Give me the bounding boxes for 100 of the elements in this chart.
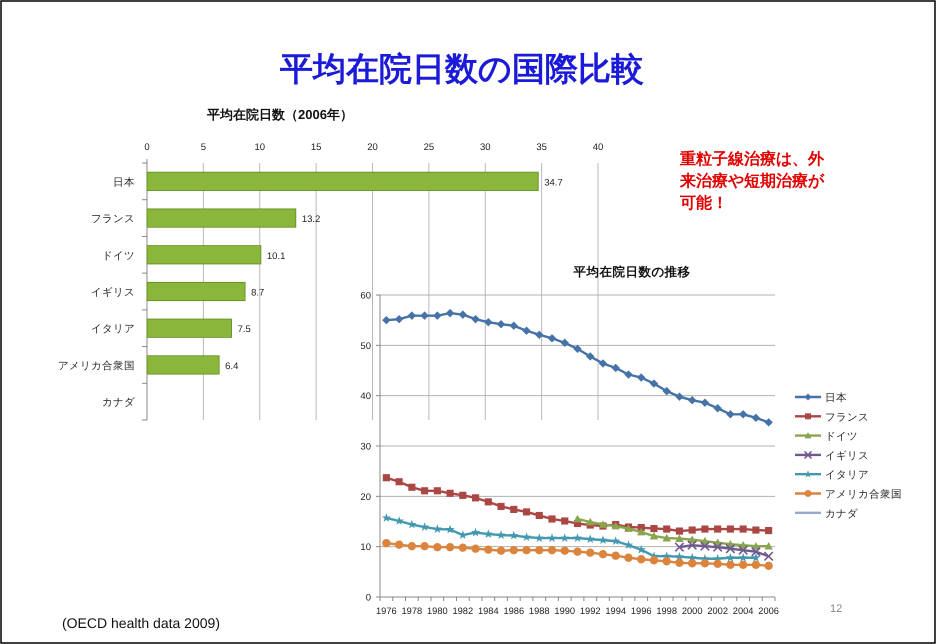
data-label: 6.4 <box>225 360 238 372</box>
bar <box>146 245 262 264</box>
point <box>662 534 671 542</box>
point <box>765 526 772 534</box>
point <box>675 558 684 567</box>
point <box>484 318 493 326</box>
x-tick-label: 1996 <box>630 606 652 616</box>
point <box>572 533 582 542</box>
point <box>611 536 620 546</box>
x-tick-label: 1978 <box>402 606 422 616</box>
point <box>650 379 658 388</box>
point <box>662 557 671 566</box>
point <box>484 498 492 506</box>
bar <box>146 282 246 302</box>
x-tick-label: 40 <box>592 142 604 153</box>
point <box>420 311 429 320</box>
bar <box>146 172 539 191</box>
y-tick-label: 30 <box>360 442 371 452</box>
point <box>752 526 760 534</box>
point <box>394 540 404 549</box>
point <box>738 410 748 418</box>
point <box>663 525 670 533</box>
point <box>675 392 684 401</box>
point <box>687 540 698 550</box>
y-tick-label: アメリカ合衆国 <box>58 358 135 372</box>
point <box>650 532 658 540</box>
point <box>522 546 531 554</box>
point <box>598 535 608 544</box>
point <box>496 320 506 328</box>
point <box>446 308 454 318</box>
x-tick-label: 1988 <box>528 606 550 616</box>
x-tick-label: 1980 <box>426 606 448 616</box>
point <box>446 542 454 552</box>
point <box>394 314 404 324</box>
y-tick-label: フランス <box>91 213 135 226</box>
data-label: 34.7 <box>544 177 563 188</box>
x-tick-label: 30 <box>480 142 491 153</box>
point <box>510 546 518 554</box>
x-tick-label: 2002 <box>707 606 728 616</box>
point <box>713 404 722 412</box>
point <box>420 542 429 550</box>
bar <box>146 318 232 338</box>
y-tick-label: 50 <box>360 340 371 352</box>
data-label: 8.7 <box>251 288 264 298</box>
point <box>446 490 454 497</box>
point <box>764 551 774 562</box>
chart-title: 平均在院日数（2006年） <box>206 107 353 122</box>
data-label: 13.2 <box>302 214 320 226</box>
point <box>701 525 708 533</box>
legend-label: 日本 <box>825 391 847 404</box>
text: (OECD health data 2009) <box>62 615 220 631</box>
point <box>547 533 557 542</box>
point <box>612 364 620 372</box>
point <box>637 528 646 536</box>
point <box>548 515 556 523</box>
point <box>548 334 556 342</box>
point <box>688 396 696 404</box>
x-tick-label: 1998 <box>656 606 678 616</box>
x-tick-label: 1990 <box>554 606 576 616</box>
point <box>586 534 595 544</box>
point <box>497 502 505 510</box>
legend-label: フランス <box>825 411 869 424</box>
point <box>714 525 722 533</box>
point <box>470 528 480 536</box>
point <box>725 544 736 554</box>
x-tick-label: 2004 <box>732 606 754 616</box>
y-tick-label: カナダ <box>102 396 136 409</box>
legend-label: カナダ <box>825 508 859 520</box>
x-tick-label: 5 <box>200 142 206 153</box>
point <box>676 527 684 535</box>
point <box>484 545 493 554</box>
point <box>751 552 760 562</box>
point <box>408 542 416 550</box>
point <box>674 542 684 552</box>
point <box>637 555 646 564</box>
point <box>674 552 684 561</box>
point <box>650 524 658 532</box>
point <box>535 546 544 554</box>
point <box>637 373 646 382</box>
point <box>675 534 684 542</box>
point <box>496 546 506 555</box>
point <box>471 314 480 324</box>
point <box>712 542 723 552</box>
x-tick-label: 2000 <box>682 606 703 616</box>
point <box>536 512 543 520</box>
point <box>764 562 773 570</box>
y-tick-label: 日本 <box>113 175 135 188</box>
point <box>624 554 633 562</box>
point <box>738 560 748 569</box>
point <box>445 524 455 534</box>
x-tick-label: 1976 <box>376 606 397 616</box>
legend-label: イギリス <box>825 450 869 462</box>
point <box>650 556 658 564</box>
x-tick-label: 1994 <box>605 606 626 616</box>
legend-label: アメリカ合衆国 <box>825 488 902 500</box>
point <box>662 386 671 396</box>
x-tick-label: 25 <box>424 142 434 153</box>
point <box>612 552 620 560</box>
point <box>472 494 480 502</box>
point <box>764 418 773 427</box>
